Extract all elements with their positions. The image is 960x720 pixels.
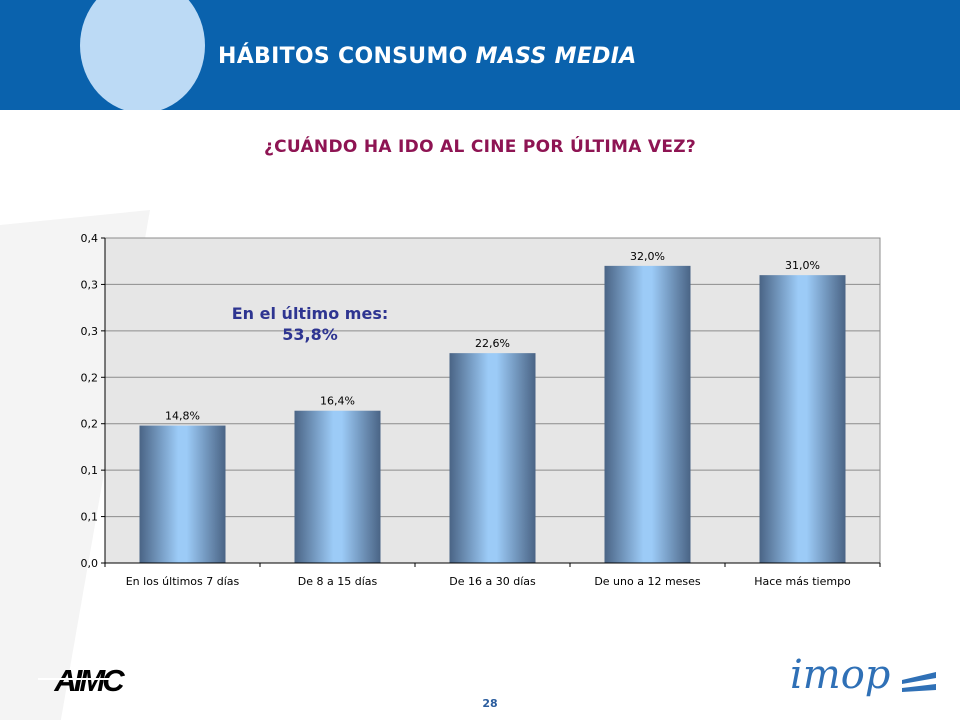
data-label: 31,0%: [785, 259, 820, 272]
bar: [759, 275, 846, 563]
data-label: 32,0%: [630, 250, 665, 263]
x-category-label: De 8 a 15 días: [298, 575, 378, 588]
header-circle-decoration: [80, 0, 205, 110]
data-label: 14,8%: [165, 410, 200, 423]
bars: [139, 265, 846, 563]
callout-line-2: 53,8%: [282, 325, 338, 344]
y-axis-ticks: 0,0 0,1 0,1 0,2 0,2 0,3 0,3 0,4: [81, 232, 105, 570]
x-axis-categories: En los últimos 7 días De 8 a 15 días De 16…: [104, 563, 881, 588]
x-category-label: Hace más tiempo: [754, 575, 851, 588]
bar: [139, 425, 226, 563]
chart-subtitle: ¿CUÁNDO HA IDO AL CINE POR ÚLTIMA VEZ?: [263, 137, 697, 157]
y-tick-label: 0,2: [81, 371, 99, 384]
data-label: 22,6%: [475, 337, 510, 350]
page-title-italic: MASS MEDIA: [475, 44, 637, 69]
imop-logo: imop: [790, 652, 936, 698]
page-number: 28: [482, 697, 498, 710]
y-tick-label: 0,2: [81, 418, 99, 431]
x-category-label: De 16 a 30 días: [449, 575, 536, 588]
bar: [294, 410, 381, 563]
y-tick-label: 0,3: [81, 278, 99, 291]
data-labels: 14,8% 16,4% 22,6% 32,0% 31,0%: [165, 250, 820, 423]
bar: [604, 265, 691, 563]
page-title-main: HÁBITOS CONSUMO: [218, 44, 476, 69]
y-tick-label: 0,0: [81, 557, 99, 570]
header-band: HÁBITOS CONSUMO MASS MEDIA: [0, 0, 960, 110]
x-category-label: De uno a 12 meses: [594, 575, 701, 588]
bar: [449, 353, 536, 563]
page-title: HÁBITOS CONSUMO MASS MEDIA: [218, 44, 637, 69]
x-category-label: En los últimos 7 días: [126, 575, 240, 588]
y-tick-label: 0,1: [81, 464, 99, 477]
svg-text:imop: imop: [790, 652, 890, 698]
data-label: 16,4%: [320, 395, 355, 408]
aimc-logo: AIMC: [38, 664, 138, 696]
y-tick-label: 0,3: [81, 325, 99, 338]
y-tick-label: 0,1: [81, 511, 99, 524]
chart-callout: En el último mes: 53,8%: [195, 303, 425, 345]
callout-line-1: En el último mes:: [231, 304, 389, 323]
y-tick-label: 0,4: [81, 232, 99, 245]
